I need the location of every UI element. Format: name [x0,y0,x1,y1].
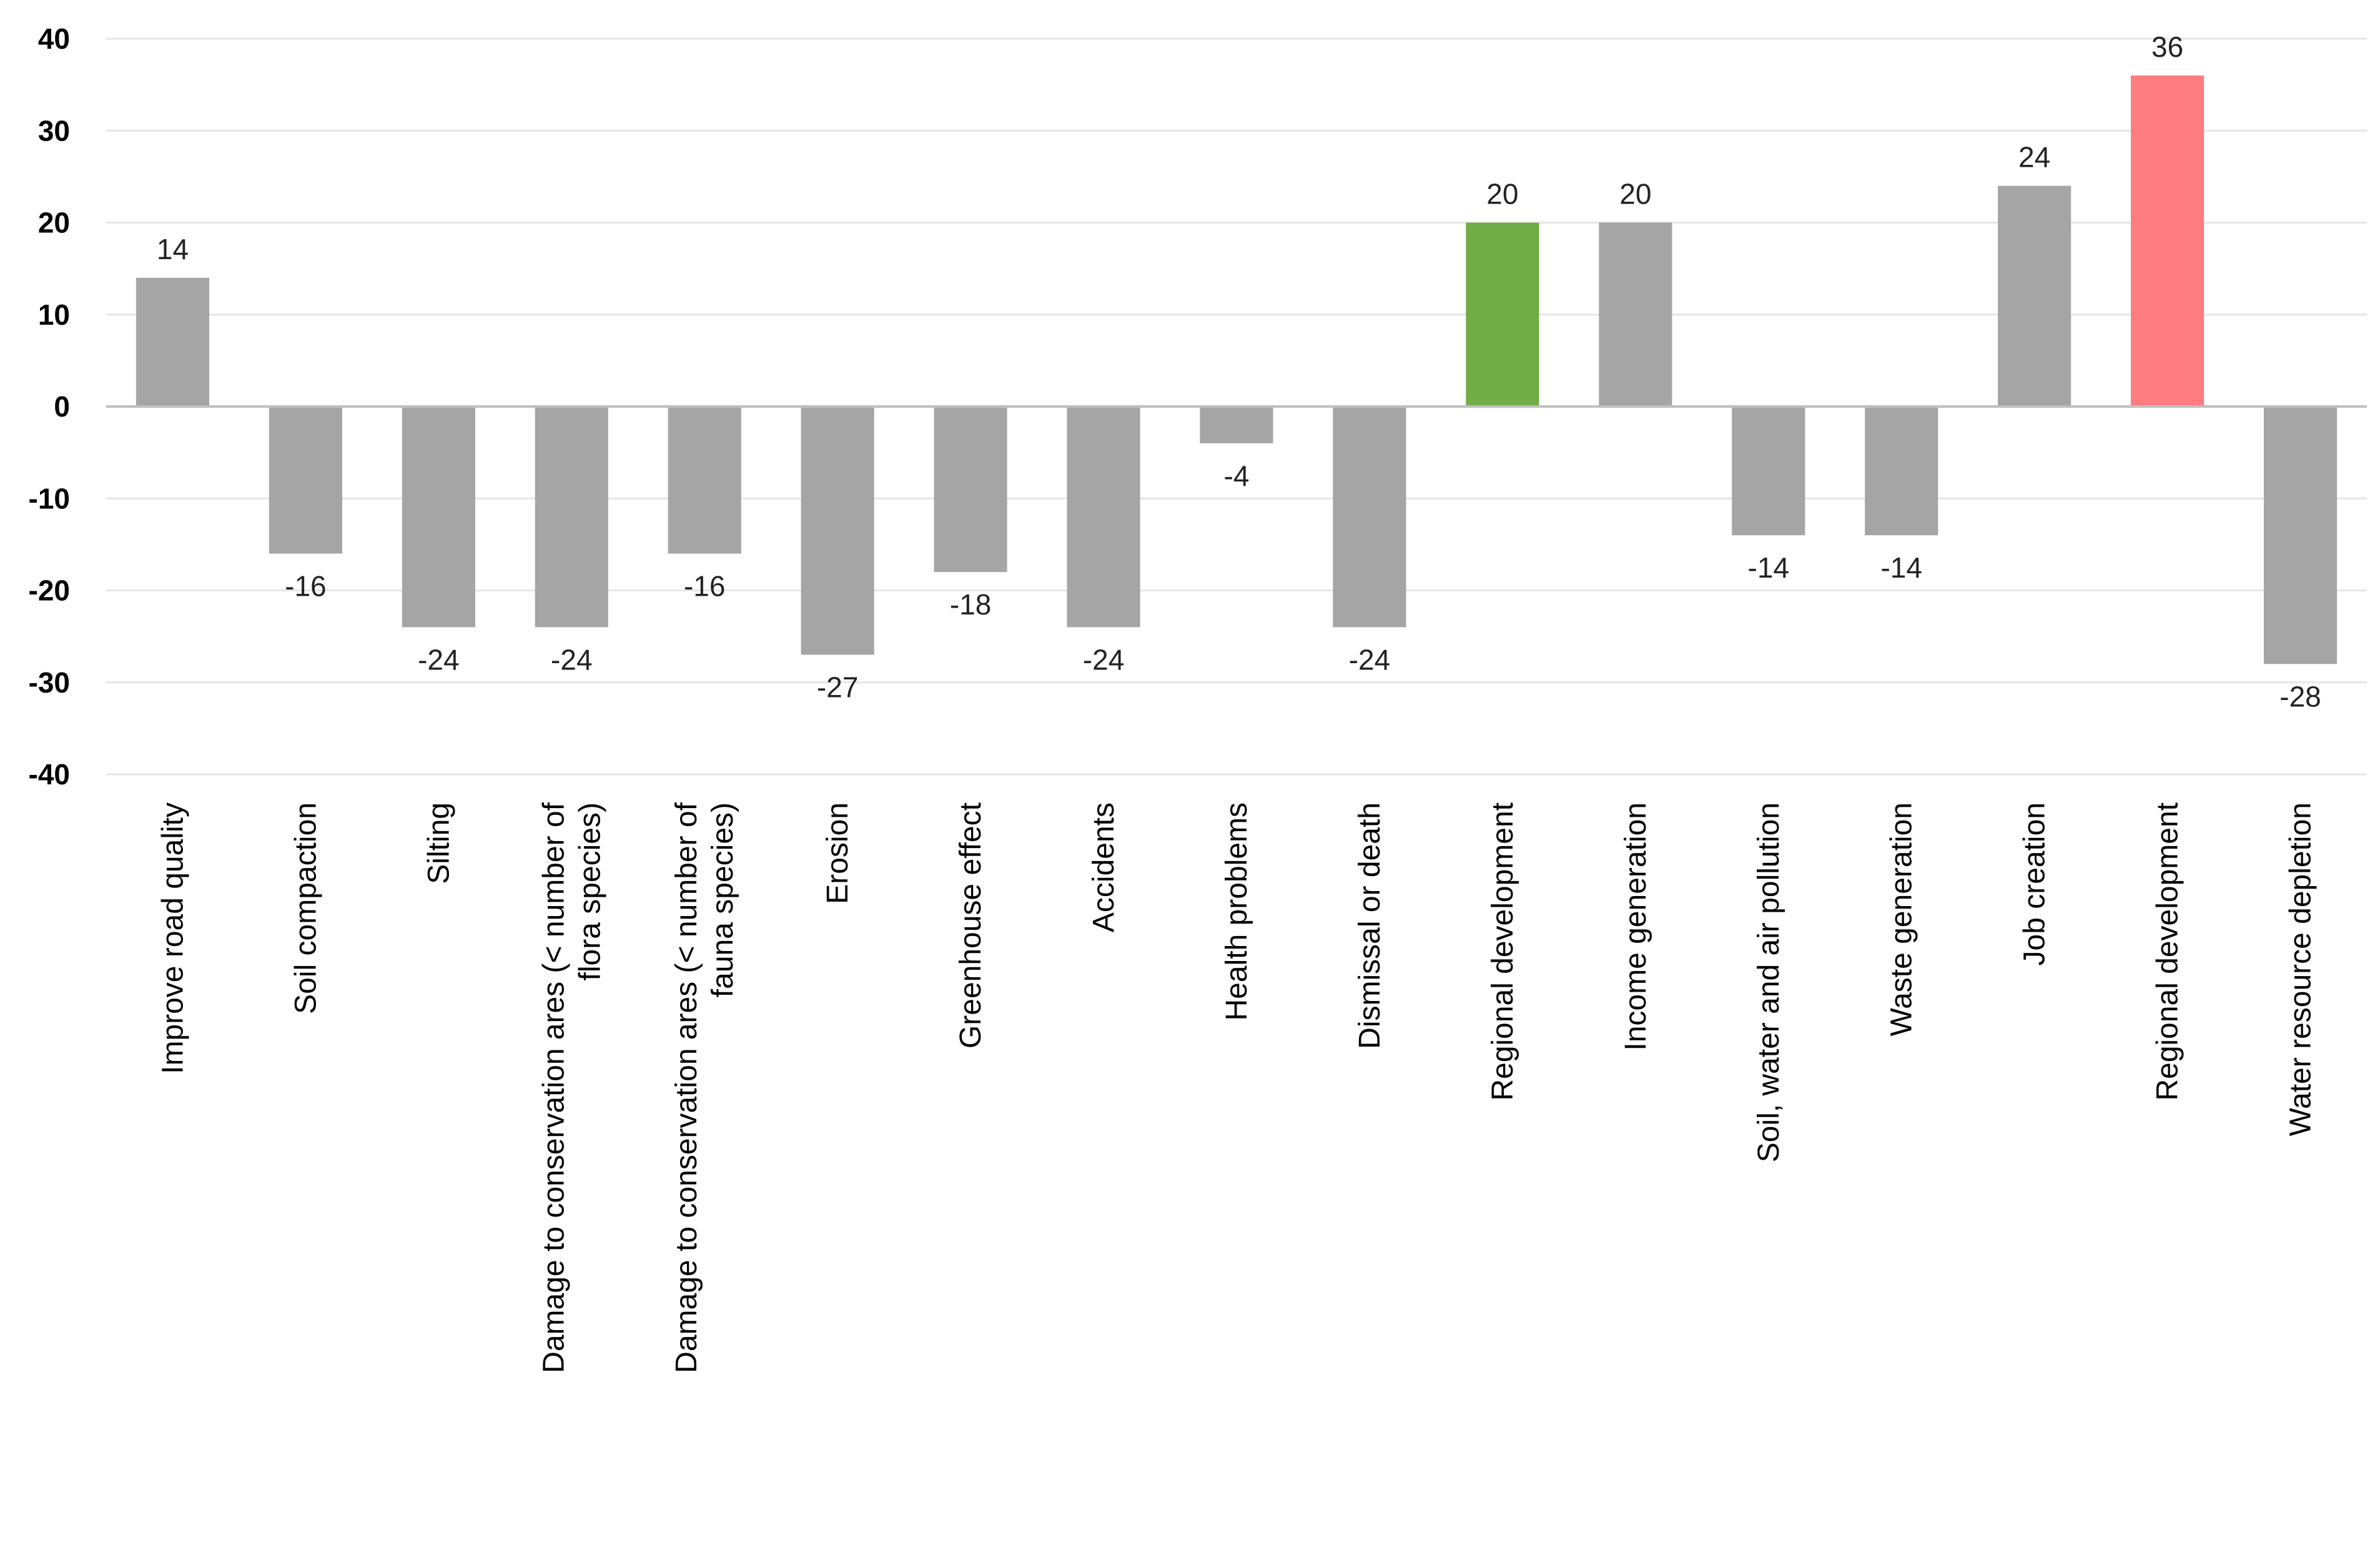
bar [1732,407,1805,536]
y-tick-label: -40 [29,758,70,791]
category-label: Water resource depletion [2284,802,2318,1137]
data-label: -24 [1349,643,1390,676]
category-label-line: Silting [422,802,455,884]
bar [136,277,210,407]
bar [2131,75,2205,407]
data-label: -4 [1224,460,1250,492]
category-label-line: Waste generation [1885,802,1918,1036]
bar [402,407,475,628]
bar [668,407,741,554]
data-label: -14 [1880,551,1922,584]
bar [1466,222,1539,407]
data-label: 14 [157,233,189,265]
data-label: 36 [2151,31,2183,63]
bar [2263,407,2338,664]
category-label-line: Water resource depletion [2284,802,2318,1137]
data-label: 20 [1619,178,1651,210]
category-label-line: Erosion [821,802,854,904]
bar [801,407,874,655]
category-label-line: Damage to conservation ares (< number of [670,802,703,1373]
category-label: Greenhouse effect [954,802,987,1048]
bar [934,407,1007,573]
category-label-line: Damage to conservation ares (< number of [537,802,570,1373]
bar [1865,407,1938,536]
category-label-line: Improve road quality [156,802,189,1074]
category-label: Job creation [2018,802,2052,966]
bar [1998,185,2071,407]
category-label-line: Soil compaction [289,802,322,1014]
y-tick-label: 10 [38,298,70,331]
category-label-line: Accidents [1087,802,1120,932]
data-label: -18 [950,588,991,621]
data-label: -24 [418,643,459,676]
data-label: -16 [684,570,725,603]
category-label-line: Greenhouse effect [954,802,987,1048]
data-label: 20 [1486,178,1518,210]
data-label: -14 [1748,551,1789,584]
y-tick-label: 30 [38,114,70,147]
category-label-line: flora species) [573,802,606,980]
bar [1200,407,1273,443]
y-tick-label: -10 [29,482,70,515]
category-labels: Improve road quality Soil compaction Silti… [156,802,2317,1373]
y-tick-label: 0 [54,390,70,423]
bar [1333,407,1406,628]
bar [269,407,342,554]
category-label-line: Income generation [1619,802,1652,1051]
category-label-line: Job creation [2018,802,2052,966]
category-label-line: Soil, water and air pollution [1752,802,1785,1162]
data-label: 24 [2018,141,2050,174]
category-label-line: fauna species) [706,802,739,997]
category-label-line: Health problems [1220,802,1253,1021]
y-tick-label: -30 [29,666,70,699]
bars [136,75,2338,664]
category-label: Erosion [821,802,854,904]
category-label: Waste generation [1885,802,1918,1036]
bar [1067,407,1140,628]
category-label-line: Dismissal or death [1353,802,1386,1049]
data-label: -27 [817,671,858,704]
category-label: Improve road quality [156,802,189,1074]
category-label-line: Regional development [2151,802,2185,1101]
category-label: Regional development [2151,802,2185,1101]
category-label: Damage to conservation ares (< number of… [537,802,606,1373]
gridlines [106,37,2367,776]
data-label: -16 [285,570,326,603]
category-label: Damage to conservation ares (< number of… [670,802,739,1373]
y-tick-label: -20 [29,574,70,607]
category-label: Income generation [1619,802,1652,1051]
category-label: Silting [422,802,455,884]
data-label: -24 [551,643,592,676]
category-label: Soil, water and air pollution [1752,802,1785,1162]
y-tick-label: 20 [38,207,70,239]
category-label-line: Regional development [1486,802,1519,1101]
bar [1599,222,1672,407]
y-axis-tick-labels: 40 30 20 10 0 -10 -20 -30 -40 [29,22,70,791]
category-label: Health problems [1220,802,1253,1021]
category-label: Dismissal or death [1353,802,1386,1049]
category-label: Accidents [1087,802,1120,932]
data-label: -24 [1083,643,1124,676]
data-labels: 14 -16 -24 -24 -16 -27 -18 -24 -4 -24 20 20 -14 -14 24… [157,31,2321,713]
bar [535,407,608,628]
category-label: Soil compaction [289,802,322,1014]
category-label: Regional development [1486,802,1519,1101]
y-tick-label: 40 [38,22,70,55]
data-label: -28 [2279,680,2321,713]
